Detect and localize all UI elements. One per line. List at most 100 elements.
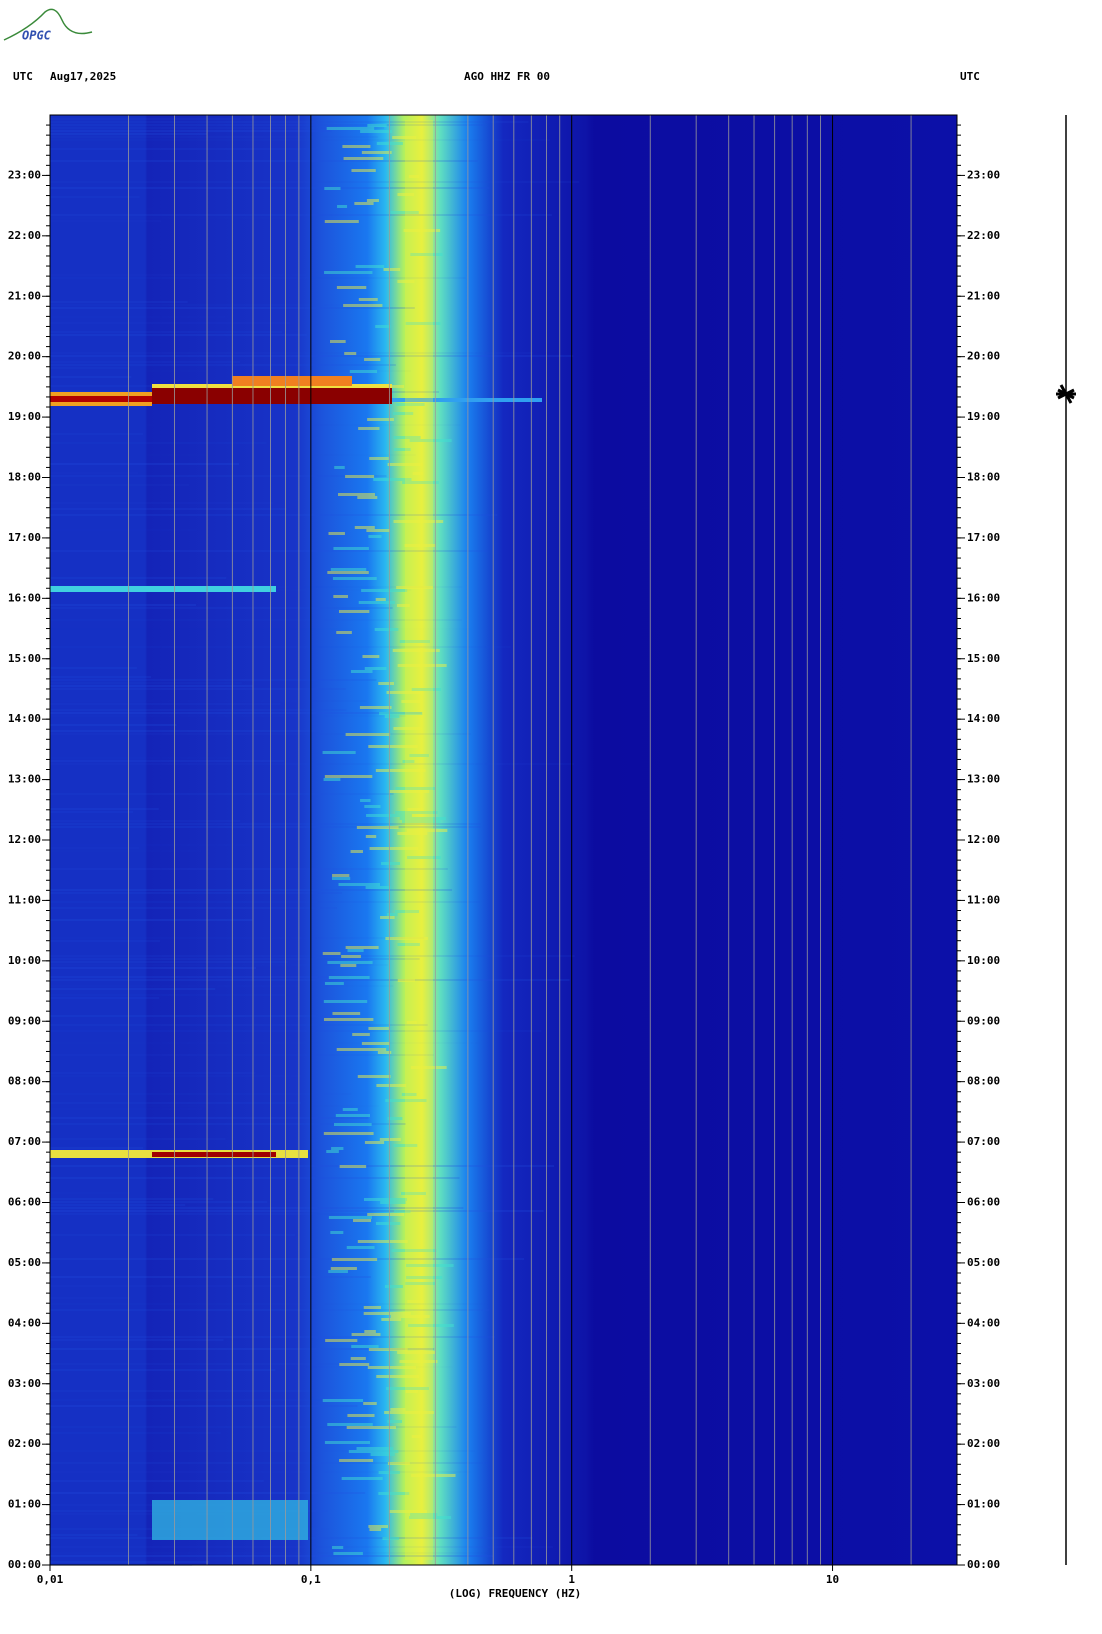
x-tick-label: 0,01 xyxy=(37,1573,64,1586)
y-tick-label: 22:00 xyxy=(967,229,1000,242)
texture xyxy=(393,448,411,451)
texture xyxy=(408,1324,454,1327)
texture xyxy=(347,949,364,952)
y-tick-label: 19:00 xyxy=(967,410,1000,423)
y-tick-label: 19:00 xyxy=(8,410,41,423)
texture xyxy=(50,442,267,444)
texture xyxy=(322,751,356,754)
texture xyxy=(324,187,341,190)
texture xyxy=(344,352,357,355)
texture xyxy=(50,1348,435,1350)
texture xyxy=(333,595,349,598)
texture xyxy=(50,844,254,846)
y-tick-label: 01:00 xyxy=(8,1498,41,1511)
texture xyxy=(408,175,420,178)
texture xyxy=(399,640,430,643)
texture xyxy=(374,628,399,631)
texture xyxy=(395,811,438,814)
texture xyxy=(389,790,430,793)
texture xyxy=(50,181,580,183)
texture xyxy=(50,724,177,726)
texture xyxy=(392,136,417,139)
texture xyxy=(50,646,511,648)
texture xyxy=(378,682,394,685)
x-tick-label: 0,1 xyxy=(301,1573,321,1586)
texture xyxy=(375,325,391,328)
texture xyxy=(50,367,131,369)
texture xyxy=(376,142,403,145)
texture xyxy=(331,1258,378,1261)
texture xyxy=(50,892,342,894)
texture xyxy=(397,280,415,283)
texture xyxy=(50,1015,326,1017)
texture xyxy=(50,868,448,870)
texture xyxy=(339,1363,370,1366)
texture xyxy=(355,265,385,268)
texture xyxy=(339,1165,367,1168)
texture xyxy=(50,967,257,969)
texture xyxy=(50,730,323,732)
y-tick-label: 12:00 xyxy=(8,833,41,846)
texture xyxy=(353,1219,372,1222)
texture xyxy=(324,775,373,778)
texture xyxy=(50,688,346,690)
y-tick-label: 04:00 xyxy=(967,1316,1000,1329)
texture xyxy=(50,976,349,978)
texture xyxy=(354,202,374,205)
texture xyxy=(336,1048,387,1051)
texture xyxy=(50,1432,221,1434)
texture xyxy=(386,913,398,916)
y-tick-label: 10:00 xyxy=(967,954,1000,967)
texture xyxy=(50,148,317,150)
y-tick-label: 00:00 xyxy=(967,1558,1000,1571)
texture xyxy=(50,733,471,735)
texture xyxy=(394,1210,411,1213)
texture xyxy=(345,733,391,736)
texture xyxy=(50,502,274,504)
y-tick-label: 15:00 xyxy=(967,652,1000,665)
texture xyxy=(50,1492,366,1494)
y-tick-label: 03:00 xyxy=(8,1377,41,1390)
texture xyxy=(50,472,139,474)
texture xyxy=(381,862,400,865)
y-tick-label: 03:00 xyxy=(967,1377,1000,1390)
texture xyxy=(379,712,423,715)
texture xyxy=(397,664,447,667)
texture xyxy=(50,847,139,849)
y-tick-label: 17:00 xyxy=(967,531,1000,544)
texture xyxy=(50,454,416,456)
texture xyxy=(50,667,137,669)
texture xyxy=(375,1222,401,1225)
texture xyxy=(50,577,227,579)
y-tick-label: 12:00 xyxy=(967,833,1000,846)
texture xyxy=(50,118,241,120)
texture xyxy=(350,850,363,853)
texture xyxy=(50,1210,544,1212)
texture xyxy=(351,1345,379,1348)
texture xyxy=(50,1309,490,1311)
texture xyxy=(50,1444,195,1446)
texture xyxy=(50,715,406,717)
y-tick-label: 16:00 xyxy=(967,591,1000,604)
y-tick-label: 05:00 xyxy=(967,1256,1000,1269)
texture xyxy=(50,331,283,333)
chart-title: AGO HHZ FR 00 xyxy=(464,70,550,83)
texture xyxy=(384,715,400,718)
texture xyxy=(50,529,198,531)
texture xyxy=(322,1399,364,1402)
y-tick-label: 07:00 xyxy=(8,1135,41,1148)
texture xyxy=(50,463,240,465)
texture xyxy=(343,304,383,307)
y-tick-label: 20:00 xyxy=(8,350,41,363)
texture xyxy=(367,1213,405,1216)
texture xyxy=(369,457,389,460)
y-tick-label: 09:00 xyxy=(8,1014,41,1027)
texture xyxy=(50,1213,374,1215)
texture xyxy=(386,1387,430,1390)
texture xyxy=(50,850,202,852)
texture xyxy=(324,1441,370,1444)
texture xyxy=(327,1423,373,1426)
texture xyxy=(387,463,423,466)
texture xyxy=(366,199,379,202)
